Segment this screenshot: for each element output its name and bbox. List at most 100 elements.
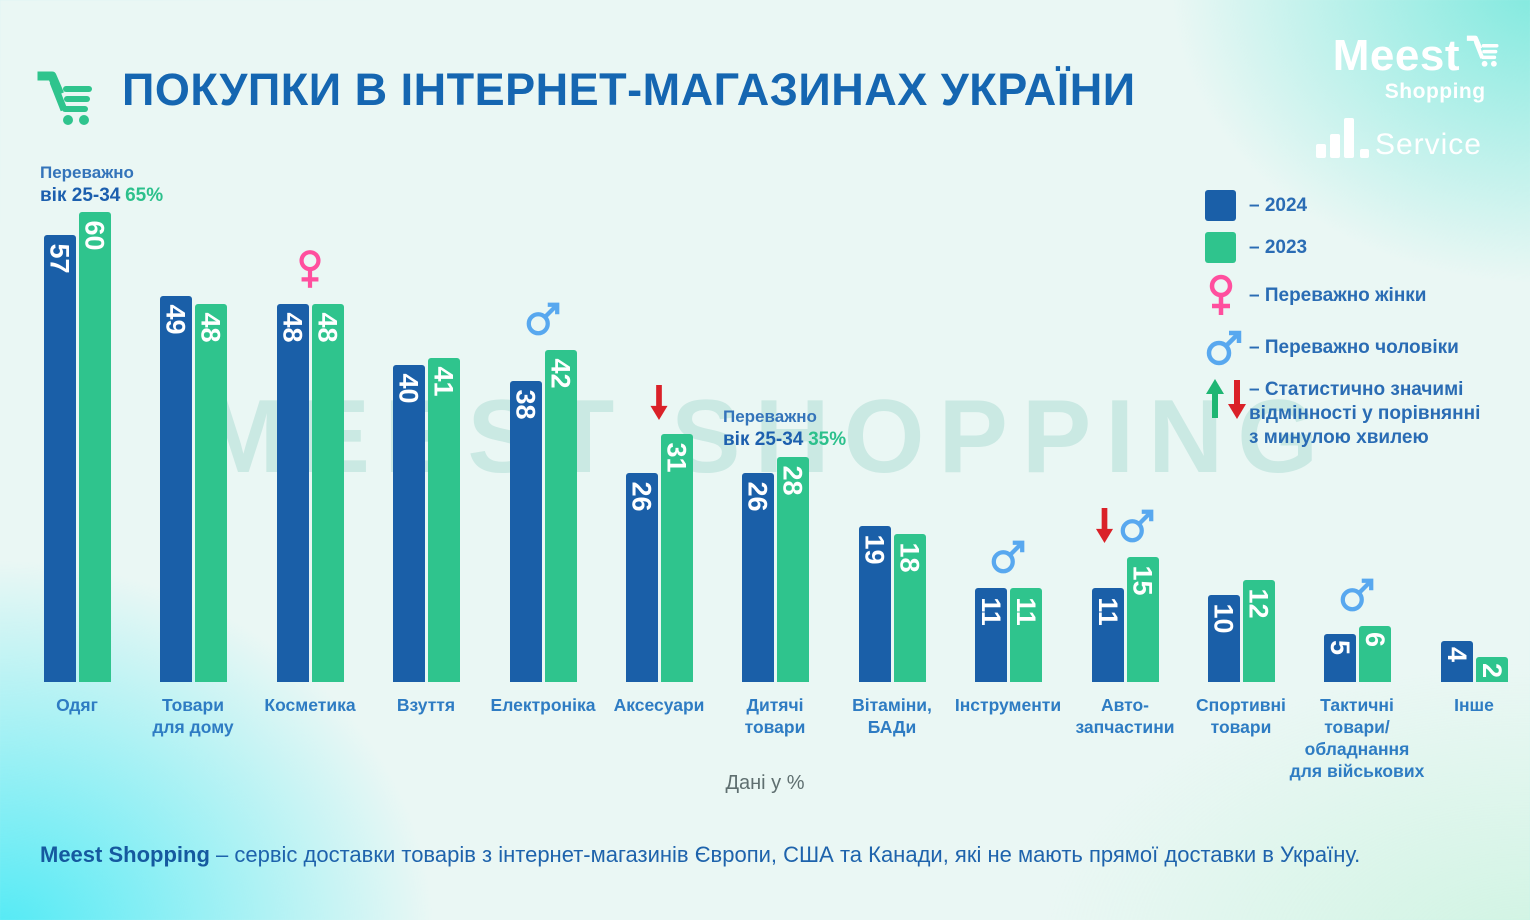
bar-group: 11 11 Інструменти [955, 540, 1061, 715]
bar-value: 48 [195, 312, 226, 343]
bar-2023: 6 [1358, 626, 1391, 682]
bar-value: 28 [777, 465, 808, 496]
bar-value: 26 [626, 481, 657, 512]
legend-item-female: – Переважно жінки [1205, 274, 1484, 318]
bar-group: 19 18 Вітаміни, БАДи [852, 526, 932, 737]
bar-2024: 26 [625, 473, 658, 682]
bar-2024: 11 [974, 588, 1007, 682]
bar-value: 60 [79, 220, 110, 251]
bar-2023: 41 [427, 358, 460, 682]
legend-item-arrows: – Статистично значимі відмінності у порі… [1205, 378, 1484, 449]
category-icons [1339, 577, 1375, 618]
bar-value: 12 [1243, 588, 1274, 619]
bar-value: 26 [742, 481, 773, 512]
bar-group: 4 2 Інше [1439, 641, 1509, 715]
bar-2024: 19 [858, 526, 891, 682]
page-title: ПОКУПКИ В ІНТЕРНЕТ-МАГАЗИНАХ УКРАЇНИ [122, 64, 1136, 115]
bar-value: 4 [1442, 646, 1472, 663]
bar-value: 48 [312, 312, 343, 343]
bar-value: 49 [160, 304, 191, 335]
legend: – 2024 – 2023 – Переважно жінки – Перева… [1205, 190, 1484, 460]
bar-group: 26 31 Аксесуари [614, 385, 704, 715]
bar-value: 19 [859, 534, 890, 565]
bar-2023: 15 [1126, 557, 1159, 682]
bar-value: 40 [393, 373, 424, 404]
bar-value: 42 [545, 358, 576, 389]
category-label: Тактичні товари/ обладнання для військов… [1289, 695, 1425, 781]
meest-shopping-logo: Meest Shopping [1333, 34, 1502, 104]
male-icon [525, 301, 561, 342]
bar-2023: 60 [78, 212, 111, 682]
category-label: Дитячі товари [744, 695, 806, 737]
bar-2024: 38 [509, 381, 542, 682]
legend-item-male: – Переважно чоловіки [1205, 329, 1484, 367]
bar-group: 38 42 Електроніка [491, 302, 595, 715]
swatch-2023-icon [1205, 232, 1236, 263]
bar-2023: 2 [1475, 657, 1508, 682]
category-label: Вітаміни, БАДи [852, 695, 932, 737]
bar-2023: 12 [1242, 580, 1275, 682]
bar-group: 10 12 Спортивні товари [1196, 580, 1286, 737]
bar-group: 57 60 Одяг [42, 212, 112, 715]
female-icon [1205, 274, 1249, 318]
bar-value: 2 [1477, 662, 1507, 679]
legend-item-2024: – 2024 [1205, 190, 1484, 221]
legend-label: – 2024 [1249, 194, 1308, 216]
category-icons [990, 539, 1026, 580]
axis-note: Дані у % [725, 772, 805, 794]
service-logo-text: Service [1374, 128, 1482, 161]
bar-group: 48 48 Косметика [264, 250, 356, 715]
bar-value: 15 [1127, 565, 1158, 596]
bar-value: 6 [1360, 631, 1390, 648]
category-label: Товари для дому [152, 695, 234, 737]
bar-2024: 5 [1323, 634, 1356, 682]
legend-label: – Статистично значимі відмінності у порі… [1249, 379, 1481, 448]
bar-value: 48 [277, 312, 308, 343]
bar-2024: 11 [1091, 588, 1124, 682]
bar-value: 5 [1325, 639, 1355, 656]
legend-item-2023: – 2023 [1205, 232, 1484, 263]
footer-brand: Meest Shopping [40, 842, 210, 867]
bar-group: 40 41 Взуття [391, 358, 461, 715]
category-label: Авто- запчастини [1075, 695, 1175, 737]
bar-value: 11 [975, 597, 1006, 626]
bar-2024: 49 [159, 296, 192, 682]
bar-2024: 40 [392, 365, 425, 682]
bar-2023: 28 [776, 457, 809, 682]
arrow-down-icon [1095, 508, 1114, 549]
category-label: Косметика [264, 695, 356, 715]
bar-value: 11 [1092, 597, 1123, 626]
bar-2024: 4 [1440, 641, 1473, 682]
bar-2023: 48 [311, 304, 344, 682]
bar-value: 10 [1208, 603, 1239, 634]
meest-cart-icon [1466, 34, 1502, 73]
bar-value: 41 [428, 366, 459, 397]
bar-2024: 26 [741, 473, 774, 682]
category-icons [650, 385, 669, 426]
meest-logo-subtext: Shopping [1384, 80, 1486, 103]
male-icon [1119, 508, 1155, 549]
category-label: Інше [1454, 695, 1494, 715]
bar-group: 5 6 Тактичні товари/ обладнання для військ… [1290, 578, 1424, 781]
category-label: Взуття [396, 695, 456, 715]
bar-2024: 10 [1207, 595, 1240, 682]
male-icon [1205, 329, 1249, 367]
annotation-age-35: Переважно вік 25-34 35% [723, 407, 847, 451]
category-label: Електроніка [490, 695, 596, 715]
swatch-2024-icon [1205, 190, 1236, 221]
bar-2024: 57 [43, 235, 76, 682]
female-icon [295, 249, 325, 296]
legend-label: – Переважно жінки [1249, 285, 1427, 307]
category-icons [525, 301, 561, 342]
arrow-down-icon [650, 385, 669, 426]
bar-group: 11 15 Авто- запчастини [1075, 508, 1175, 737]
bar-value: 31 [661, 442, 692, 473]
bar-value: 57 [44, 243, 75, 274]
male-icon [1339, 577, 1375, 618]
category-icons [1095, 508, 1155, 549]
meest-logo-text: Meest [1332, 31, 1460, 80]
bar-group: 49 48 Товари для дому [152, 296, 234, 737]
bar-value: 18 [894, 542, 925, 573]
legend-label: – Переважно чоловіки [1249, 337, 1459, 359]
bar-value: 11 [1010, 597, 1041, 626]
